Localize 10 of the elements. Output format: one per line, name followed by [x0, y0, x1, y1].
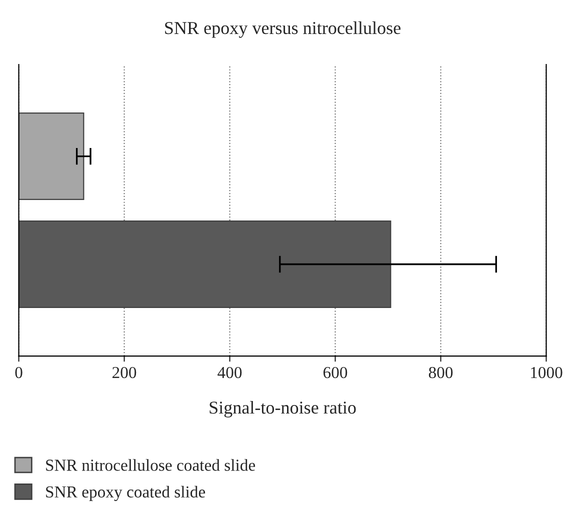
legend-label: SNR epoxy coated slide — [46, 486, 206, 501]
x-tick-label: 200 — [112, 366, 136, 378]
x-tick-label: 800 — [428, 366, 453, 378]
x-tick-label: 1000 — [531, 366, 562, 378]
x-axis-title: Signal-to-noise ratio — [210, 401, 356, 418]
chart-title: SNR epoxy versus nitrocellulose — [165, 21, 400, 38]
x-tick-label: 0 — [15, 366, 22, 378]
legend-label: SNR nitrocellulose coated slide — [46, 459, 256, 471]
x-tick-label: 600 — [323, 366, 348, 378]
x-tick-label: 400 — [218, 366, 242, 378]
